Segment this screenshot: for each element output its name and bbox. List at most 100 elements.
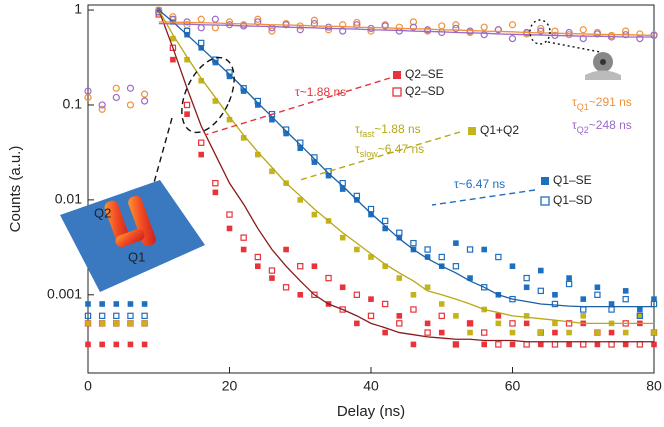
- point: [409, 23, 418, 31]
- point: [452, 263, 460, 270]
- point: [651, 329, 657, 336]
- point: [622, 288, 629, 294]
- inset-image: [60, 52, 621, 292]
- point: [580, 306, 587, 313]
- point: [566, 275, 572, 281]
- annotation-text: τ: [295, 85, 300, 99]
- annotation-subscript: slow: [360, 149, 379, 159]
- point: [466, 320, 474, 327]
- point: [141, 341, 148, 348]
- point: [283, 130, 289, 137]
- point: [368, 254, 374, 260]
- point: [226, 225, 233, 232]
- point: [438, 301, 445, 307]
- annotation-text: ~248 ns: [589, 118, 632, 132]
- point: [452, 21, 460, 29]
- inset-label: Q1: [128, 249, 145, 264]
- legend-swatch: [541, 177, 549, 185]
- annotation-text: τ: [572, 118, 577, 132]
- point: [268, 267, 276, 274]
- point: [254, 18, 262, 26]
- point: [481, 329, 488, 336]
- point: [552, 291, 558, 298]
- point: [480, 23, 488, 31]
- point: [240, 135, 247, 141]
- point: [594, 291, 601, 298]
- point: [169, 44, 177, 52]
- point: [297, 197, 304, 203]
- point: [523, 341, 530, 348]
- arrows: [151, 19, 601, 206]
- point: [467, 320, 473, 327]
- point: [325, 172, 332, 179]
- point: [310, 16, 318, 24]
- point: [255, 263, 261, 270]
- annotation-subscript: fast: [360, 129, 375, 139]
- legend-label: Q2–SD: [405, 84, 445, 98]
- point: [85, 341, 91, 348]
- legend-label: Q1+Q2: [480, 123, 519, 137]
- annotation-subscript: Q2: [577, 125, 589, 135]
- point: [494, 26, 502, 34]
- point: [198, 77, 204, 84]
- point: [551, 27, 559, 35]
- point: [85, 301, 91, 307]
- point: [608, 306, 615, 313]
- point: [466, 246, 474, 253]
- point: [622, 341, 629, 348]
- point: [410, 341, 417, 348]
- point: [481, 284, 488, 291]
- point: [381, 22, 389, 30]
- point: [99, 341, 105, 348]
- point: [98, 105, 106, 113]
- point: [297, 145, 304, 152]
- point: [311, 263, 318, 270]
- point: [198, 139, 205, 146]
- point: [523, 313, 530, 319]
- point: [141, 90, 149, 98]
- point: [396, 313, 403, 319]
- point: [126, 84, 135, 92]
- x-tick-label: 80: [646, 378, 662, 394]
- point: [651, 296, 657, 302]
- fit-line: [158, 9, 654, 325]
- point: [296, 26, 304, 34]
- point: [283, 246, 289, 253]
- inset-label: Q2: [94, 205, 111, 220]
- point: [509, 320, 516, 327]
- annotation: τfast~1.88 ns: [355, 122, 421, 139]
- y-tick-label: 0.1: [63, 96, 83, 112]
- point: [438, 329, 445, 336]
- point: [183, 27, 191, 35]
- point: [282, 284, 290, 291]
- y-tick-label: 0.001: [47, 285, 82, 301]
- point: [410, 306, 417, 313]
- point: [551, 341, 559, 348]
- point: [424, 329, 431, 336]
- point: [268, 27, 276, 35]
- point: [197, 15, 205, 23]
- point: [98, 101, 106, 109]
- point: [113, 341, 120, 348]
- annotation-subscript: Q1: [577, 102, 589, 112]
- point: [579, 26, 587, 34]
- annotation-text: τ: [355, 122, 360, 136]
- point: [438, 22, 446, 30]
- annotation-text: τ: [454, 177, 459, 191]
- point: [636, 312, 644, 320]
- annotation-text: ~1.88 ns: [374, 122, 420, 136]
- point: [354, 320, 360, 327]
- point: [127, 341, 134, 348]
- point: [354, 246, 360, 253]
- point: [424, 320, 431, 327]
- point: [495, 341, 502, 348]
- point: [84, 87, 92, 95]
- point: [141, 312, 148, 320]
- point: [608, 341, 615, 348]
- point: [99, 320, 105, 327]
- point: [254, 15, 262, 23]
- point: [353, 192, 361, 200]
- annotation: τ~1.88 ns: [295, 85, 346, 99]
- point: [467, 329, 473, 336]
